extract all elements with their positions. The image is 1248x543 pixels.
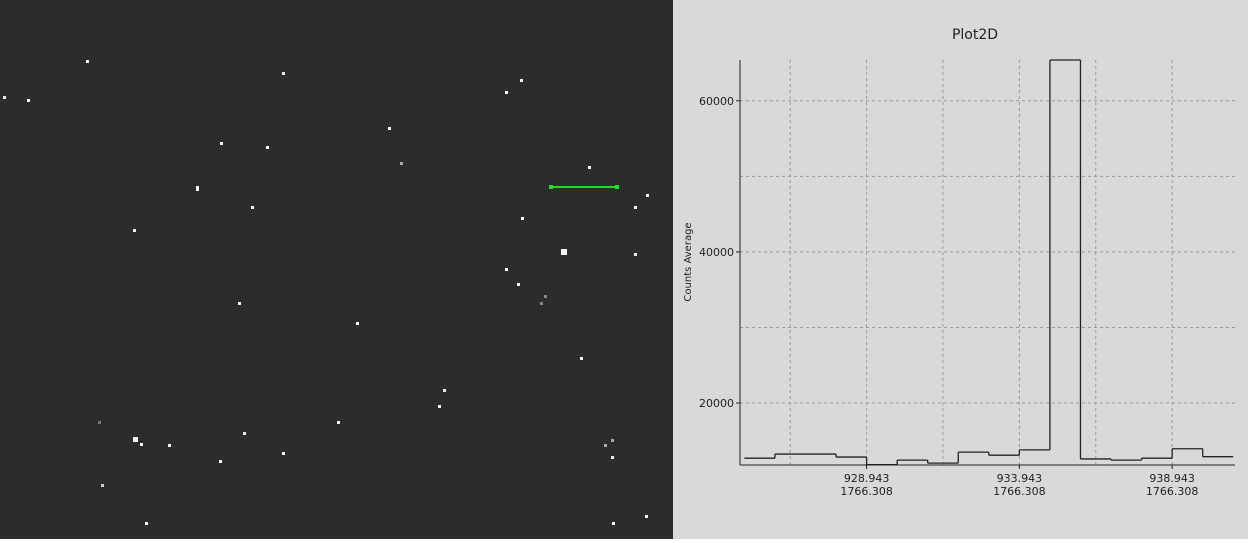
roi-handle[interactable]	[549, 185, 553, 189]
x-tick-label: 928.943	[844, 472, 890, 485]
x-tick-label-secondary: 1766.308	[1146, 485, 1199, 498]
image-view[interactable]	[0, 0, 673, 539]
y-tick-label: 40000	[699, 246, 734, 259]
x-tick-label: 938.943	[1149, 472, 1195, 485]
y-axis-label: Counts Average	[683, 222, 694, 301]
x-tick-label-secondary: 1766.308	[840, 485, 893, 498]
x-tick-label: 933.943	[997, 472, 1043, 485]
y-tick-label: 60000	[699, 95, 734, 108]
roi-handle[interactable]	[615, 185, 619, 189]
image-background	[0, 0, 673, 539]
chart-title: Plot2D	[952, 27, 998, 43]
screen: Plot2D Counts Average 20000 40000 60000 928…	[0, 0, 1248, 539]
x-tick-label-secondary: 1766.308	[993, 485, 1046, 498]
page: {"chart_data":{"type":"histogram","title…	[0, 0, 1248, 539]
y-tick-label: 20000	[699, 397, 734, 410]
